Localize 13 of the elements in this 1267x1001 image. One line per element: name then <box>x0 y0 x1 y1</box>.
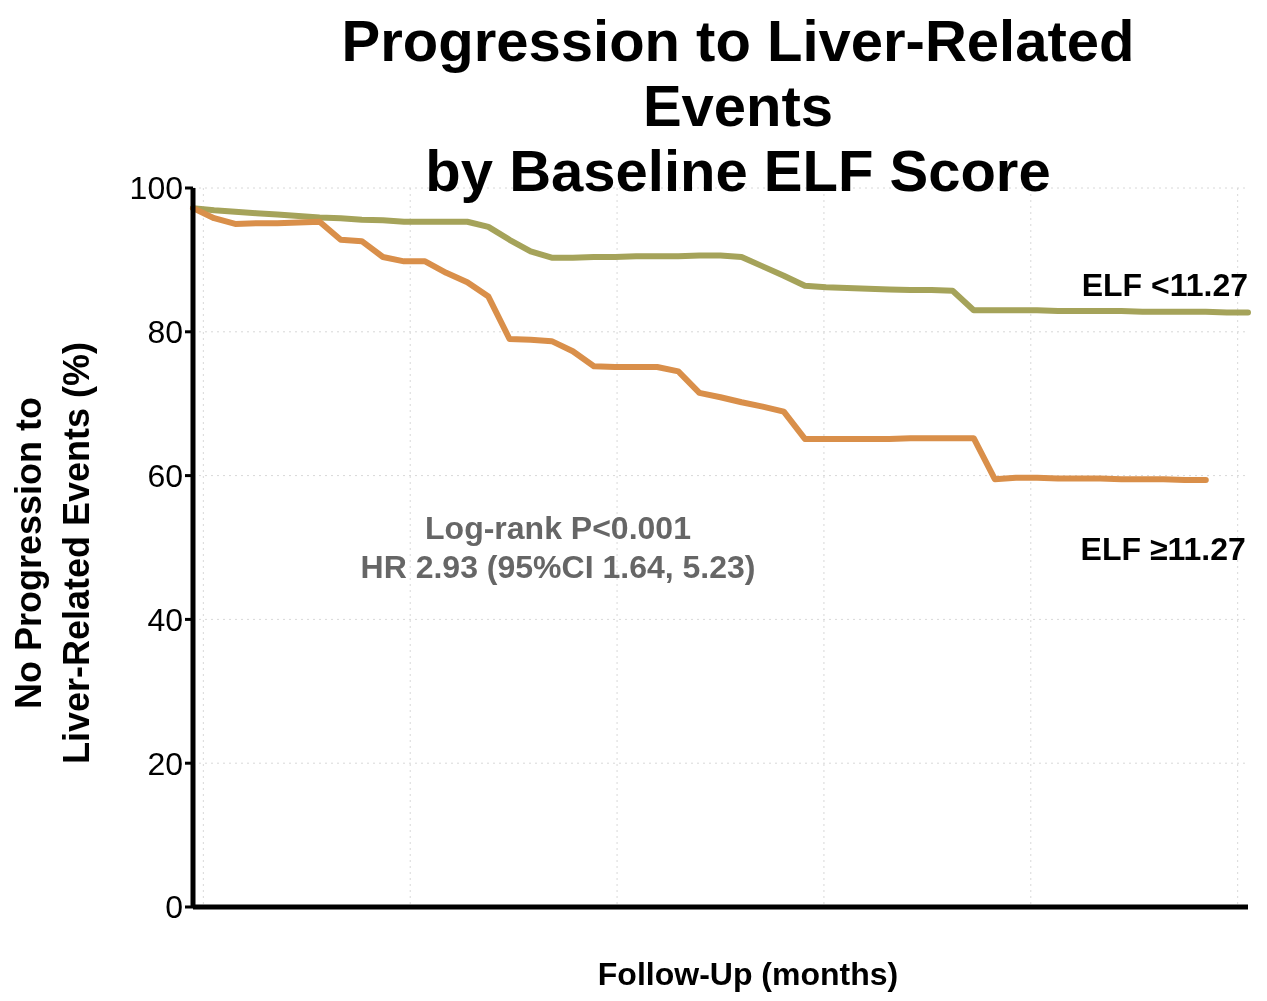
y-tick-label: 80 <box>147 314 183 351</box>
annotation: HR 2.93 (95%CI 1.64, 5.23) <box>359 549 757 586</box>
y-tick-label: 0 <box>165 889 183 926</box>
series-label: ELF <11.27 <box>1081 267 1248 304</box>
y-tick-label: 40 <box>147 601 183 638</box>
chart-title: Progression to Liver-Related Events by Baseline ELF Score <box>340 8 1136 203</box>
annotation: Log-rank P<0.001 <box>424 510 692 547</box>
series-label: ELF ≥11.27 <box>1080 530 1246 567</box>
y-tick-label: 100 <box>129 170 183 207</box>
x-axis-title: Follow-Up (months) <box>596 956 900 993</box>
y-axis-title: No Progression to Liver-Related Events (%) <box>7 340 98 767</box>
y-tick-label: 60 <box>147 457 183 494</box>
y-tick-label: 20 <box>147 745 183 782</box>
